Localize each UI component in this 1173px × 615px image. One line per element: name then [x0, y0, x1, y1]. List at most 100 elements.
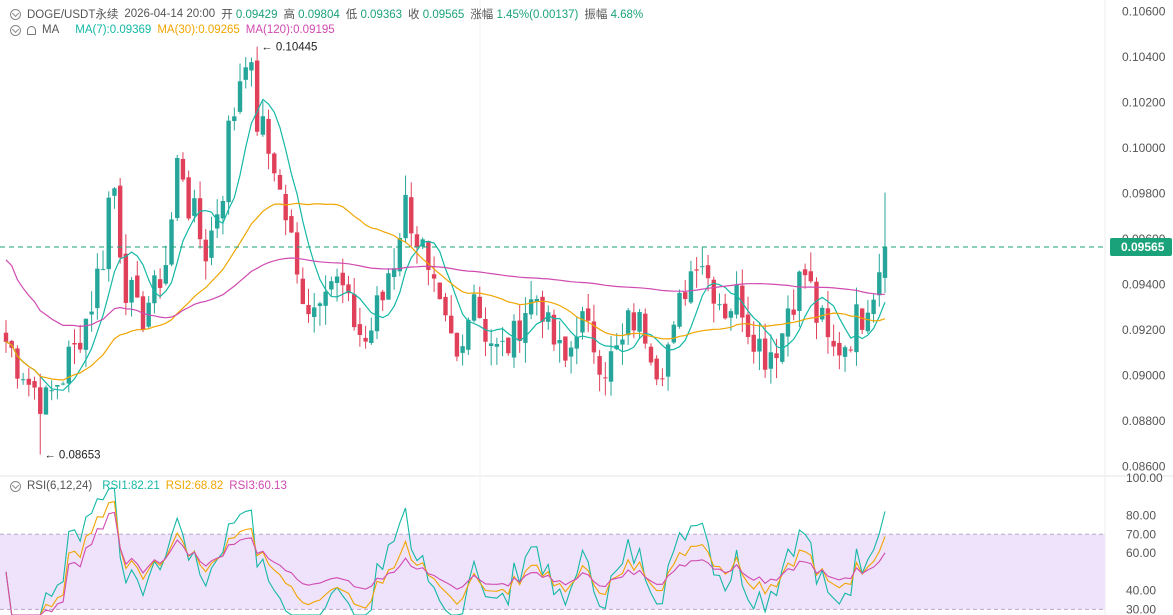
candle-body [214, 214, 220, 229]
candle-body [209, 230, 214, 258]
candle-body [654, 358, 659, 380]
candle-body [705, 265, 711, 279]
close-value: 0.09565 [422, 9, 465, 21]
candle-body [842, 347, 848, 357]
current-price-tag [1110, 237, 1172, 256]
candle-body [580, 311, 585, 333]
candle-body [380, 291, 385, 301]
rsi-band [0, 534, 1105, 610]
candle-body [266, 118, 271, 154]
price-tick-label: 0.09800 [1122, 186, 1166, 200]
ma120-value: MA(120):0.09195 [245, 24, 335, 36]
candle-body [854, 304, 859, 353]
candle-body [460, 346, 465, 353]
alert-bell-icon[interactable] [27, 25, 36, 35]
candle-body [72, 343, 77, 345]
price-tick-label: 0.09000 [1122, 369, 1166, 383]
symbol-label: DOGE/USDT永续 [27, 9, 119, 21]
rsi-line-rsi3 [5, 511, 886, 615]
candle-body [437, 282, 442, 300]
candle-body [431, 274, 437, 279]
candle-body [135, 275, 140, 298]
rsi-header: RSI(6,12,24) RSI1:82.21 RSI2:68.82 RSI3:… [10, 480, 287, 492]
amp-label: 振幅 [584, 9, 608, 21]
candle-body [237, 81, 243, 112]
candle-body [620, 339, 625, 345]
candle-body [226, 120, 231, 203]
price-tick-label: 0.10000 [1122, 141, 1166, 155]
candle-body [300, 278, 306, 304]
candle-body [403, 194, 408, 239]
candle-body [477, 296, 482, 318]
datetime-label: 2026-04-14 20:00 [124, 8, 216, 20]
candle-body [837, 342, 842, 356]
candle-body [791, 309, 796, 315]
ma30-line [5, 202, 886, 381]
candle-body [283, 193, 288, 221]
candle-body [100, 269, 106, 271]
candle-body [260, 116, 266, 135]
candle-body [734, 284, 739, 315]
candle-body [397, 238, 403, 272]
candle-body [694, 269, 699, 271]
candle-body [517, 320, 522, 341]
candle-body [717, 304, 722, 306]
ma120-line [5, 257, 885, 328]
low-label: 低 [345, 9, 358, 21]
candle-body [671, 324, 677, 343]
price-tick-label: 0.10400 [1122, 50, 1166, 64]
candle-body [317, 303, 323, 306]
candle-body [43, 387, 49, 415]
rsi-tick-label: 40.00 [1126, 584, 1156, 598]
candle-body [123, 253, 129, 303]
candle-body [163, 265, 169, 284]
candle-body [66, 346, 71, 384]
candle-body [277, 174, 283, 190]
low-value: 0.09363 [360, 9, 403, 21]
candle-body [192, 198, 197, 216]
high-value: 0.09804 [298, 9, 340, 21]
candle-body [351, 294, 357, 328]
candle-body [471, 294, 477, 321]
collapse-ma-icon[interactable] [10, 24, 21, 36]
candle-body [449, 315, 454, 334]
candle-body [768, 352, 774, 369]
candle-body [700, 266, 705, 268]
candle-body [357, 324, 363, 335]
candle-body [608, 351, 614, 382]
candle-body [83, 318, 89, 350]
candle-body [426, 240, 431, 270]
candle-body [780, 333, 785, 362]
price-tick-label: 0.09400 [1122, 278, 1166, 292]
candle-body [688, 271, 694, 303]
candle-body [3, 332, 9, 342]
candle-body [751, 334, 756, 352]
open-value: 0.09429 [235, 9, 278, 21]
candle-body [386, 273, 391, 300]
candle-body [323, 291, 328, 306]
candle-body [643, 313, 648, 344]
rsi-tick-label: 60.00 [1126, 546, 1156, 560]
close-label: 收 [408, 9, 420, 21]
candle-body [506, 337, 511, 354]
candle-body [574, 336, 579, 349]
collapse-rsi-icon[interactable] [10, 480, 21, 492]
candle-body [180, 158, 186, 180]
candle-body [563, 336, 568, 361]
candle-body [625, 310, 631, 336]
candle-body [32, 381, 37, 388]
candle-body [745, 314, 751, 338]
candle-body [414, 234, 420, 247]
candle-body [637, 312, 642, 332]
candle-body [500, 340, 505, 342]
candle-body [523, 313, 528, 343]
candle-body [220, 200, 226, 219]
candle-body [774, 353, 779, 359]
candle-body [169, 219, 174, 265]
candle-body [648, 346, 654, 363]
ma-label: MA [42, 24, 60, 36]
collapse-icon[interactable] [10, 8, 21, 20]
candle-body [95, 268, 100, 309]
candle-body [683, 292, 688, 300]
